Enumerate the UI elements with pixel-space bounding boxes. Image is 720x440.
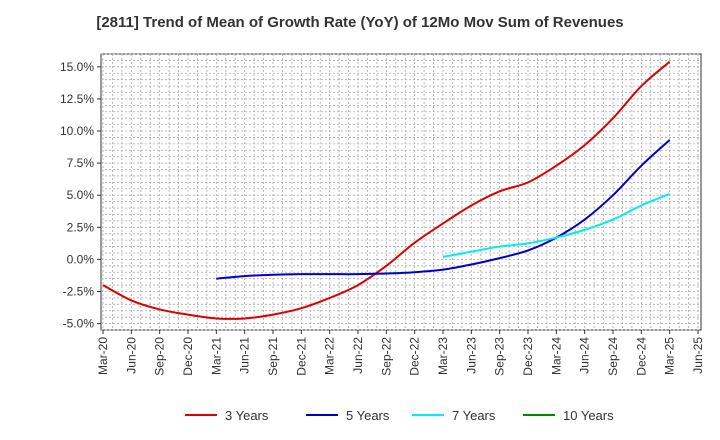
x-tick-label: Mar-23	[436, 337, 450, 375]
y-tick-label: -5.0%	[63, 317, 95, 331]
x-tick-label: Dec-22	[408, 337, 422, 376]
y-axis-ticks: 15.0% 12.5% 10.0% 7.5% 5.0% 2.5% 0.0% -2.5% -5.0…	[60, 60, 101, 331]
legend-label-7-years: 7 Years	[452, 408, 496, 423]
x-tick-label: Jun-25	[691, 337, 705, 374]
x-tick-label: Sep-22	[379, 337, 393, 376]
plot-area	[100, 53, 702, 331]
legend-label-10-years: 10 Years	[563, 408, 614, 423]
x-tick-label: Mar-21	[209, 337, 223, 375]
chart-title: [2811] Trend of Mean of Growth Rate (YoY…	[96, 14, 624, 31]
x-tick-label: Mar-22	[323, 337, 337, 375]
legend-label-3-years: 3 Years	[225, 408, 269, 423]
x-tick-label: Jun-21	[238, 337, 252, 374]
legend: 3 Years 5 Years 7 Years 10 Years	[185, 408, 614, 423]
series-line-3-years	[102, 60, 671, 320]
grid-layer	[101, 53, 701, 331]
x-tick-label: Jun-20	[124, 337, 138, 374]
y-tick-label: 2.5%	[67, 220, 95, 234]
x-tick-label: Dec-21	[294, 337, 308, 376]
x-tick-label: Dec-23	[521, 337, 535, 376]
x-tick-label: Mar-24	[549, 337, 563, 375]
series-layer	[102, 60, 671, 320]
x-axis-ticks: Mar-20 Jun-20 Sep-20 Dec-20 Mar-21 Jun-21 Sep-…	[96, 330, 705, 376]
x-tick-label: Sep-23	[493, 337, 507, 376]
y-tick-label: 7.5%	[67, 156, 95, 170]
x-tick-label: Jun-23	[464, 337, 478, 374]
legend-label-5-years: 5 Years	[346, 408, 390, 423]
x-tick-label: Sep-24	[606, 337, 620, 376]
series-line-5-years	[216, 139, 671, 280]
x-tick-label: Dec-24	[634, 337, 648, 376]
y-tick-label: 0.0%	[67, 252, 95, 266]
x-tick-label: Mar-25	[663, 337, 677, 375]
series-line-7-years	[442, 193, 671, 258]
y-tick-label: 12.5%	[60, 92, 94, 106]
y-tick-label: -2.5%	[63, 284, 95, 298]
x-tick-label: Sep-20	[153, 337, 167, 376]
x-tick-label: Dec-20	[181, 337, 195, 376]
y-tick-label: 5.0%	[67, 188, 95, 202]
y-tick-label: 15.0%	[60, 60, 94, 74]
x-tick-label: Jun-22	[351, 337, 365, 374]
x-tick-label: Sep-21	[266, 337, 280, 376]
x-tick-label: Jun-24	[578, 337, 592, 374]
x-tick-label: Mar-20	[96, 337, 110, 375]
y-tick-label: 10.0%	[60, 124, 94, 138]
